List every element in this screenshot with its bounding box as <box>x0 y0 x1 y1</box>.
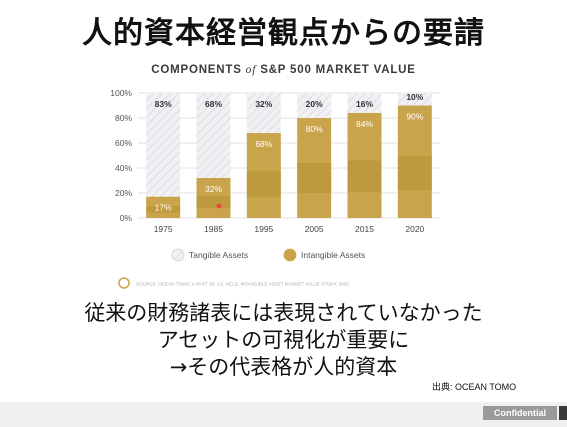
bar-tangible <box>347 93 382 113</box>
chart-source-note: SOURCE: OCEAN TOMO, A PART OF J.S. HELD,… <box>136 282 349 287</box>
data-label-tangible: 83% <box>155 99 172 109</box>
legend-swatch <box>171 248 185 262</box>
chart-title-part-2: of <box>245 64 257 76</box>
data-label-intangible: 80% <box>306 124 323 134</box>
data-label-tangible: 16% <box>356 99 373 109</box>
body-line-3: →その代表格が人的資本 <box>169 355 398 379</box>
ocean-tomo-logo-icon <box>118 277 130 289</box>
data-label-intangible: 17% <box>155 202 172 212</box>
body-line-2: アセットの可視化が重要に <box>157 328 410 352</box>
bar-tangible <box>297 93 332 118</box>
data-label-tangible: 68% <box>205 99 222 109</box>
chart-title: COMPONENTS of S&P 500 MARKET VALUE <box>0 64 567 76</box>
y-tick-label: 60% <box>115 138 132 148</box>
bar-intangible-shade <box>347 160 382 192</box>
bar-tangible <box>196 93 231 178</box>
data-label-intangible: 90% <box>406 112 423 122</box>
x-tick-label: 1975 <box>154 224 173 234</box>
bar-intangible-shade <box>397 156 432 190</box>
data-label-tangible: 20% <box>306 99 323 109</box>
y-tick-label: 40% <box>115 163 132 173</box>
y-tick-label: 100% <box>110 88 132 98</box>
bar-intangible-shade <box>246 171 281 197</box>
data-label-intangible: 84% <box>356 119 373 129</box>
source-note-group: SOURCE: OCEAN TOMO, A PART OF J.S. HELD,… <box>118 277 349 289</box>
chart-title-part-1: COMPONENTS <box>151 64 246 76</box>
chart-legend: Tangible Assets Intangible Assets <box>171 248 365 262</box>
bar-intangible-shade <box>297 163 332 193</box>
x-tick-label: 1985 <box>204 224 223 234</box>
body-line-1: 従来の財務諸表には表現されていなかった <box>84 301 483 325</box>
bar-intangible-shade <box>146 206 181 213</box>
data-label-tangible: 10% <box>406 92 423 102</box>
pointer-dot <box>216 203 222 209</box>
y-tick-label: 20% <box>115 188 132 198</box>
y-tick-label: 0% <box>120 213 133 223</box>
data-label-intangible: 68% <box>255 139 272 149</box>
x-tick-label: 2005 <box>305 224 324 234</box>
legend-label: Intangible Assets <box>301 250 365 260</box>
footer-bar <box>0 402 567 427</box>
chart-bars <box>146 93 432 218</box>
data-label-tangible: 32% <box>255 99 272 109</box>
y-tick-label: 80% <box>115 113 132 123</box>
legend-swatch <box>283 248 297 262</box>
bar-tangible <box>146 93 181 197</box>
bar-intangible-shade <box>196 196 231 208</box>
chart-grid <box>138 92 440 219</box>
confidential-badge: Confidential <box>483 406 557 420</box>
footer-corner-mark <box>559 406 567 420</box>
chart-title-part-3: S&P 500 MARKET VALUE <box>256 64 416 76</box>
market-value-chart: 0% 20% 40% 60% 80% 100% 83% 17% 1975 68% 32% 1985 32… <box>110 88 440 289</box>
data-label-intangible: 32% <box>205 184 222 194</box>
legend-label: Tangible Assets <box>189 250 248 260</box>
x-tick-label: 1995 <box>254 224 273 234</box>
x-tick-label: 2015 <box>355 224 374 234</box>
bar-tangible <box>397 93 432 106</box>
bar-tangible <box>246 93 281 133</box>
x-tick-label: 2020 <box>405 224 424 234</box>
chart-labels: 0% 20% 40% 60% 80% 100% 83% 17% 1975 68% 32% 1985 32… <box>110 88 424 234</box>
slide-title: 人的資本経営観点からの要請 <box>82 16 485 51</box>
source-citation: 出典: OCEAN TOMO <box>432 382 517 392</box>
